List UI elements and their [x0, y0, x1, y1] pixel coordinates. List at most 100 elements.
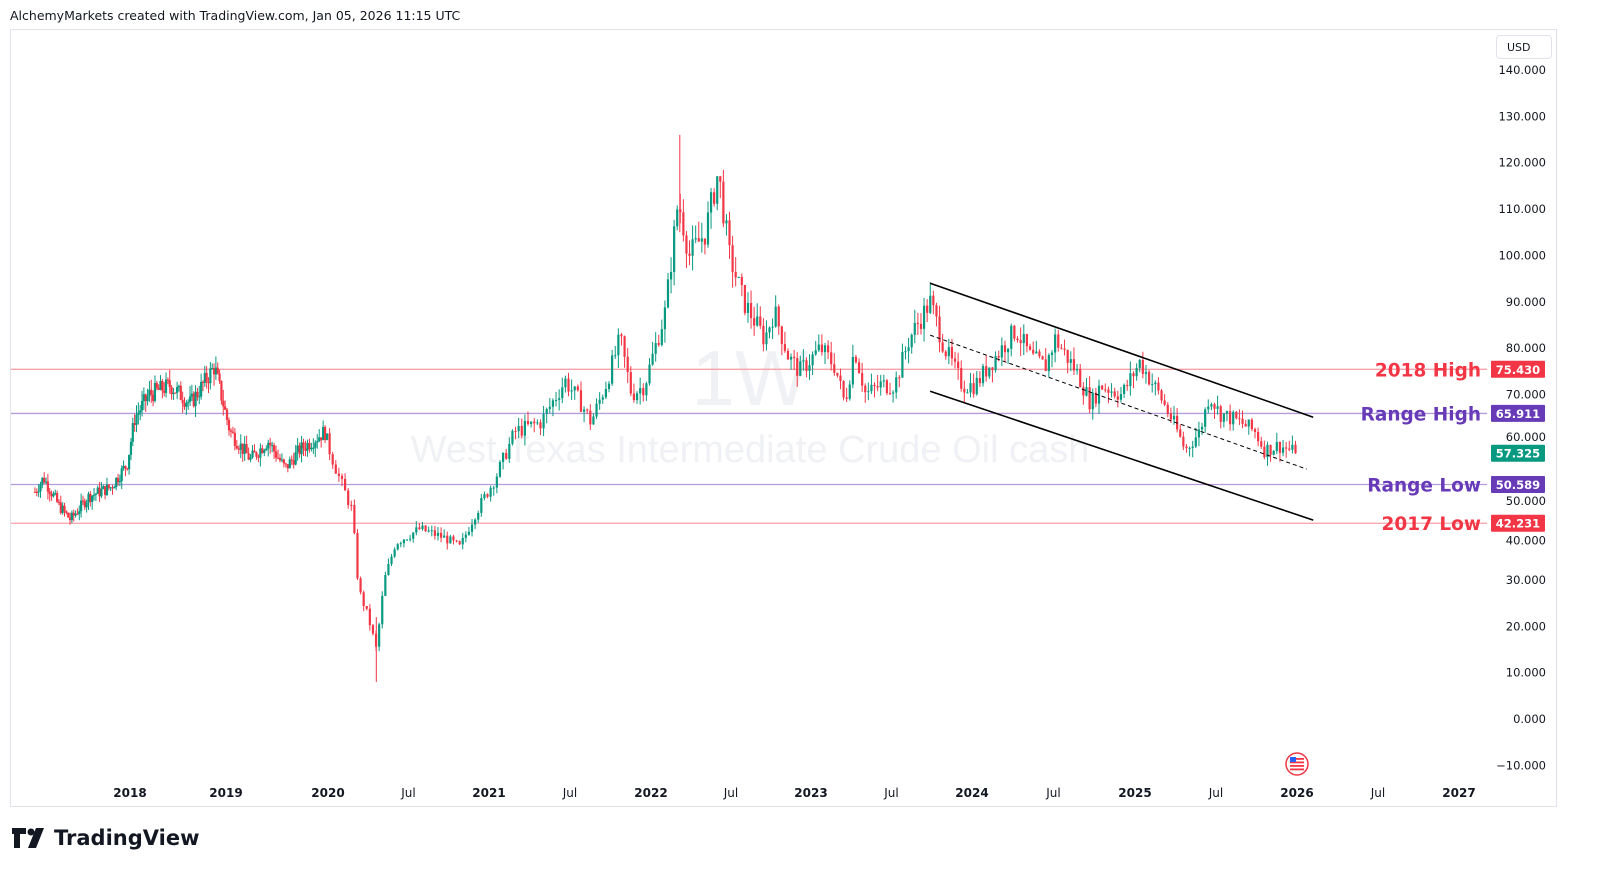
candle-body: [669, 272, 673, 280]
candle-body: [1075, 369, 1079, 371]
candle-body: [685, 235, 688, 254]
candle-body: [907, 347, 910, 352]
candle-body: [356, 532, 359, 579]
candle-body: [601, 397, 604, 400]
candle-body: [126, 468, 129, 470]
candle-body: [1285, 447, 1288, 449]
candle-body: [263, 450, 266, 453]
candle-body: [676, 209, 679, 227]
candle-body: [542, 414, 545, 429]
candle-body: [205, 372, 208, 382]
candle-body: [179, 385, 182, 400]
candle-body: [495, 476, 498, 488]
candle-body: [70, 512, 73, 521]
candle-body: [368, 608, 371, 626]
candle-body: [1144, 371, 1148, 374]
candle-body: [1069, 359, 1072, 363]
candle-body: [873, 384, 876, 387]
candle-body: [913, 322, 916, 335]
candle-body: [520, 425, 523, 436]
candle-body: [1257, 431, 1260, 442]
x-tick-label: 2024: [955, 786, 988, 800]
candle-body: [1019, 340, 1022, 344]
x-tick-label: 2025: [1118, 786, 1151, 800]
candle-body: [1047, 355, 1050, 372]
candle-body: [480, 498, 483, 513]
candle-body: [1179, 429, 1182, 437]
candle-body: [314, 442, 317, 448]
candle-body: [159, 381, 162, 390]
candle-body: [694, 238, 697, 240]
x-tick-label: 2019: [209, 786, 242, 800]
x-tick-label: Jul: [723, 786, 738, 800]
candle-body: [786, 350, 790, 360]
candle-body: [328, 433, 331, 455]
candle-body: [284, 463, 287, 465]
candle-body: [817, 344, 820, 351]
candle-body: [1197, 429, 1201, 438]
candle-body: [642, 388, 645, 396]
candle-body: [892, 392, 895, 394]
x-tick-label: Jul: [1045, 786, 1060, 800]
candle-body: [845, 397, 848, 399]
candle-body: [783, 344, 787, 351]
candle-body: [573, 386, 576, 391]
candle-body: [1213, 404, 1216, 409]
candle-body: [402, 539, 406, 544]
candle-body: [614, 355, 617, 357]
candle-body: [861, 373, 864, 386]
candle-body: [409, 538, 412, 540]
candle-body: [209, 368, 212, 384]
candle-body: [523, 420, 526, 436]
candle-body: [991, 367, 994, 371]
candle-body: [833, 364, 836, 373]
candle-body: [142, 394, 145, 401]
candle-body: [564, 378, 567, 388]
candle-body: [746, 303, 750, 313]
candle-body: [155, 382, 158, 388]
candle-body: [716, 176, 719, 204]
currency-button[interactable]: USD: [1496, 35, 1552, 59]
candle-body: [734, 271, 737, 278]
candle-body: [172, 392, 175, 395]
candle-body: [46, 481, 49, 492]
candle-body: [1157, 382, 1160, 391]
candle-body: [1166, 404, 1169, 414]
last-price-tag-label: 57.325: [1496, 447, 1540, 461]
x-tick-label: 2021: [472, 786, 505, 800]
candle-body: [113, 486, 116, 489]
tradingview-logo[interactable]: TradingView: [12, 826, 199, 850]
candle-body: [725, 220, 728, 224]
candle-body: [985, 366, 988, 377]
candle-body: [1066, 349, 1069, 363]
candle-body: [269, 442, 272, 446]
candle-body: [1060, 347, 1063, 349]
candle-body: [477, 512, 480, 520]
candle-body: [774, 306, 777, 327]
candle-body: [353, 505, 356, 533]
candle-body: [212, 368, 216, 375]
candle-body: [78, 511, 81, 514]
us-flag-canton: [1290, 757, 1296, 762]
candle-body: [120, 468, 123, 482]
candle-body: [1272, 450, 1275, 455]
candle-body: [567, 378, 570, 392]
candle-body: [1032, 349, 1035, 354]
candle-body: [280, 459, 284, 461]
candle-body: [427, 530, 430, 532]
candle-body: [1082, 387, 1085, 396]
candle-body: [740, 277, 743, 286]
candle-body: [620, 334, 623, 337]
candle-body: [323, 426, 327, 441]
candle-body: [756, 316, 759, 326]
candle-body: [777, 306, 780, 327]
candle-body: [953, 358, 957, 362]
candle-body: [362, 592, 365, 607]
candle-body: [1122, 385, 1126, 394]
candle-body: [1088, 387, 1091, 410]
candle-body: [960, 368, 963, 389]
candle-body: [220, 381, 223, 401]
candle-body: [963, 388, 966, 393]
candle-body: [839, 375, 842, 382]
